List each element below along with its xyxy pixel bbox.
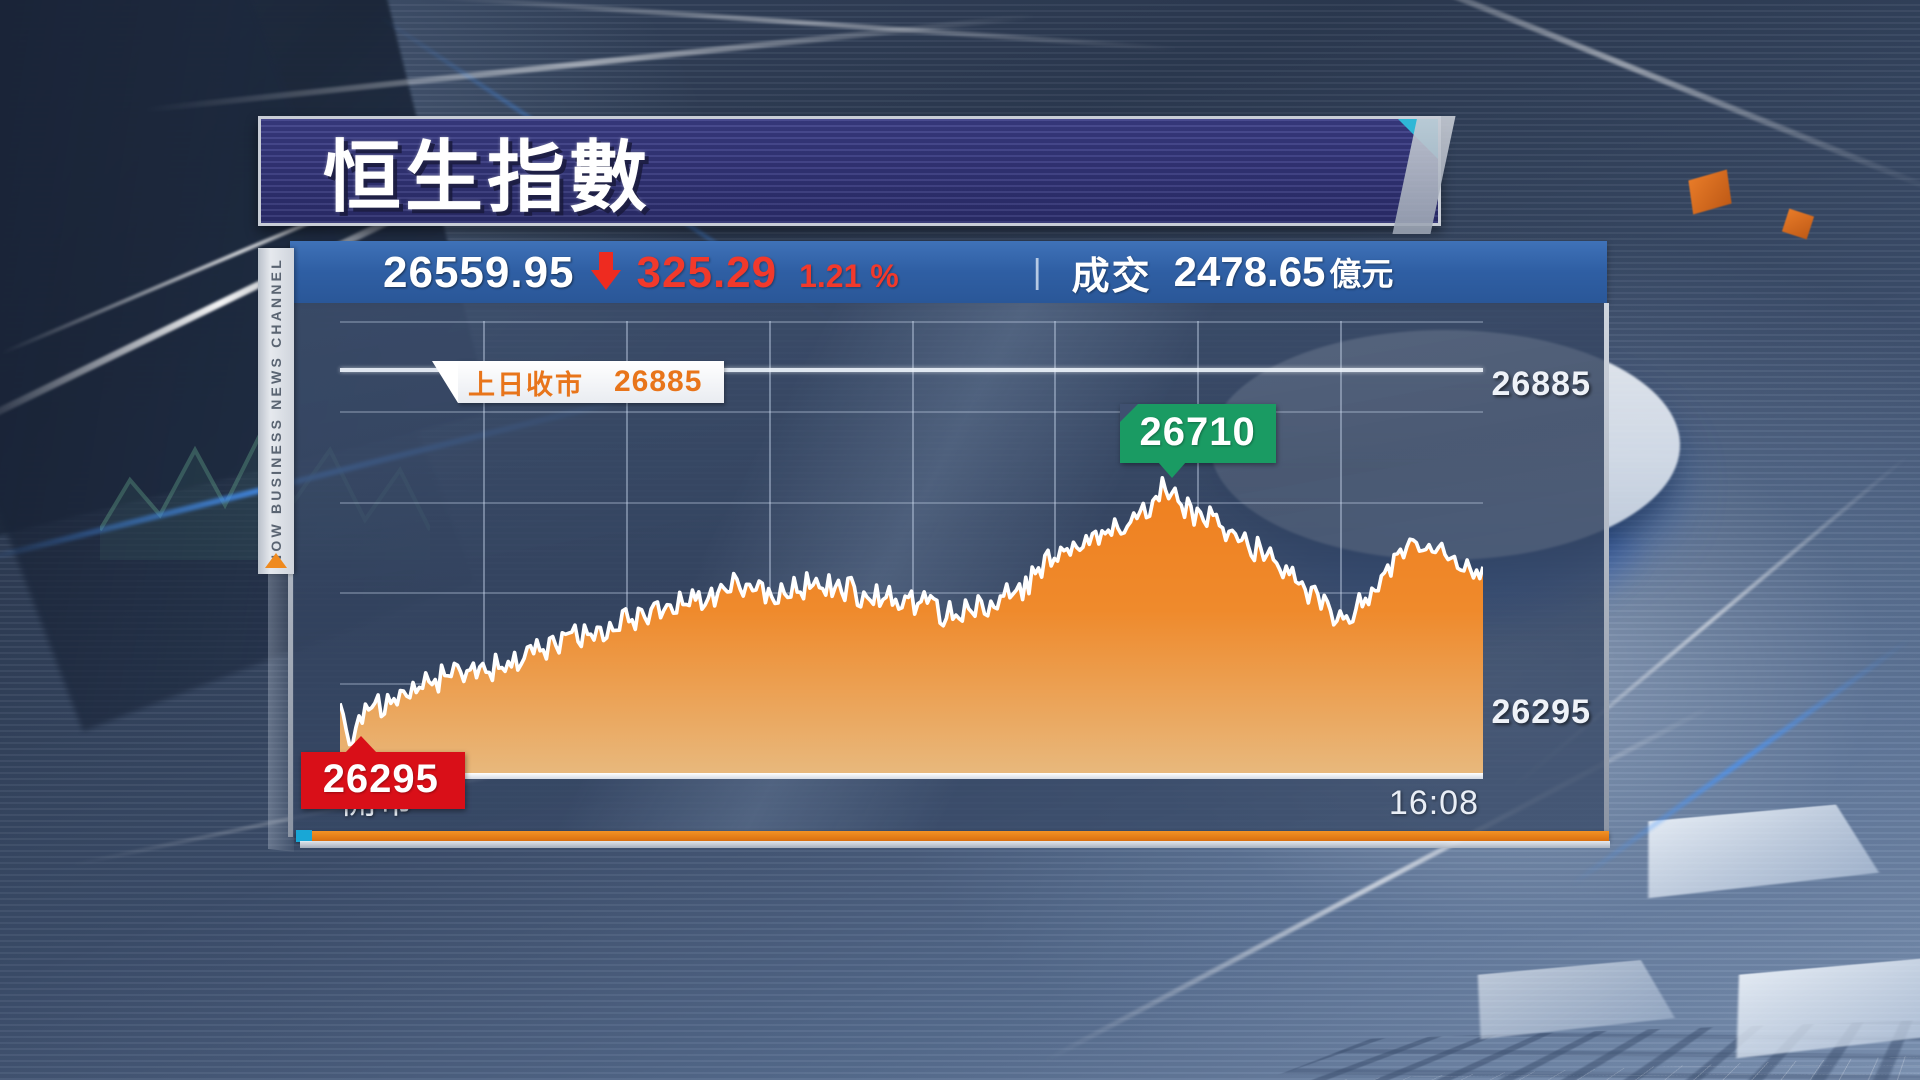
stats-bar: 26559.95 325.29 1.21 % | 成交 2478.65 億元 — [290, 241, 1607, 303]
grid-line-vertical — [1340, 321, 1343, 773]
bottom-frame-highlight — [300, 841, 1610, 848]
page-title: 恒生指數 — [323, 133, 652, 223]
grid-line-horizontal — [340, 501, 1483, 504]
panel-frame-right — [1604, 303, 1609, 837]
turnover-label: 成交 — [1071, 253, 1152, 298]
channel-side-strip: NOW BUSINESS NEWS CHANNEL — [258, 248, 294, 574]
grid-line-vertical — [1054, 321, 1057, 773]
bottom-accent-cyan-tab — [296, 830, 312, 842]
x-axis-end-label: 16:08 — [1388, 784, 1479, 822]
channel-name: NOW BUSINESS NEWS CHANNEL — [268, 257, 284, 565]
price-series — [340, 476, 1483, 773]
plot-baseline — [340, 773, 1483, 779]
change-percent: 1.21 % — [799, 257, 899, 294]
chart-panel: 上日收市 26885 26710 26295 26885 26295 開市 16… — [290, 303, 1607, 837]
high-marker-cut — [1119, 403, 1138, 422]
prev-close-text: 上日收市 — [468, 369, 584, 401]
prev-close-reference-line — [340, 368, 1483, 373]
high-marker-pointer-icon — [1157, 461, 1186, 478]
bottom-accent-bar — [296, 831, 1609, 841]
grid-line-vertical — [768, 321, 771, 773]
low-marker-badge: 26295 — [300, 736, 465, 810]
change-value: 325.29 — [636, 247, 778, 297]
axis-label-bottom: 26295 — [1491, 693, 1591, 731]
index-value: 26559.95 — [383, 247, 575, 297]
grid-line-vertical — [482, 321, 485, 773]
low-value: 26295 — [322, 757, 439, 802]
grid-line-horizontal — [340, 411, 1483, 414]
grid-line-vertical — [625, 321, 628, 773]
grid-line-vertical — [911, 321, 914, 773]
title-banner: 恒生指數 — [258, 116, 1441, 226]
arrow-down-icon — [590, 251, 621, 292]
high-marker-badge: 26710 — [1119, 403, 1276, 478]
prev-close-value: 26885 — [614, 365, 703, 398]
low-marker-pointer-icon — [344, 736, 377, 754]
orange-triangle-icon — [265, 553, 287, 568]
turnover-unit: 億元 — [1329, 255, 1394, 293]
stats-left-group: 26559.95 325.29 1.21 % — [290, 247, 899, 298]
prev-close-label: 上日收市 26885 — [431, 361, 725, 403]
grid-line-horizontal — [340, 321, 1483, 323]
stats-separator: | — [1032, 252, 1042, 291]
axis-label-top: 26885 — [1491, 365, 1591, 403]
turnover-value: 2478.65 — [1173, 248, 1326, 295]
high-value: 26710 — [1139, 409, 1256, 454]
plot-area — [340, 321, 1483, 779]
